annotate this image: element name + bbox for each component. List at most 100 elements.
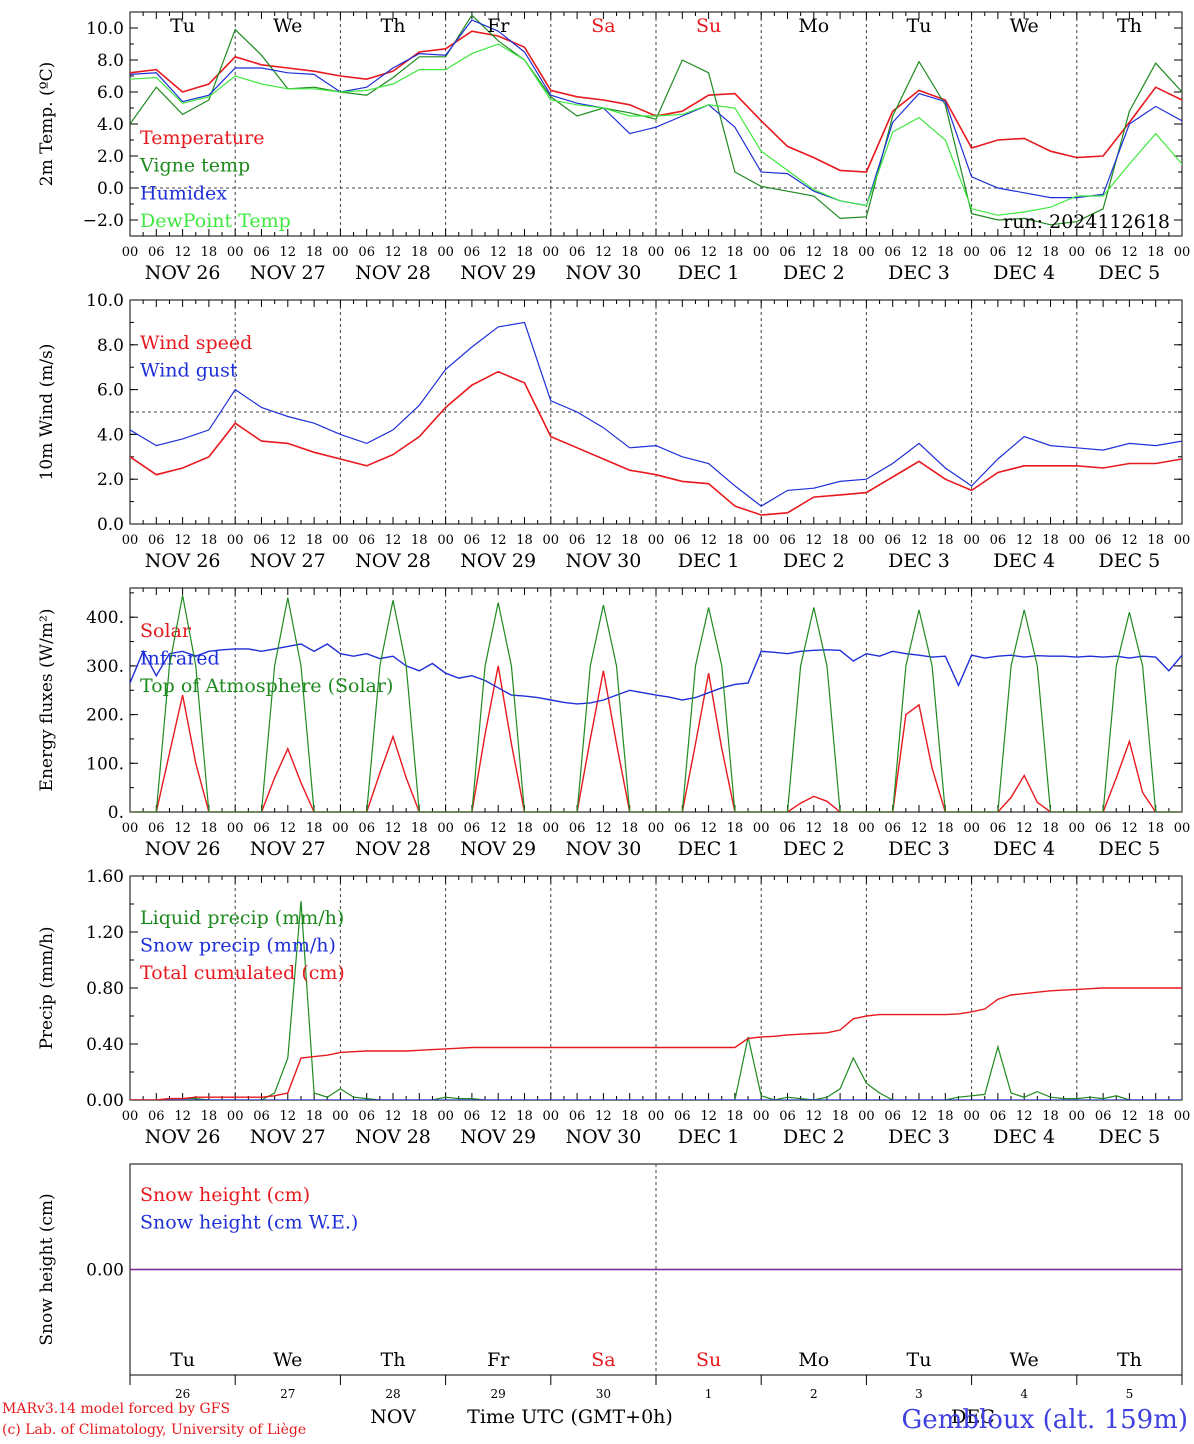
hour-tick-label: 12 — [595, 533, 612, 548]
weekday-label: Mo — [798, 1349, 829, 1371]
hour-tick-label: 18 — [516, 533, 533, 548]
hour-tick-label: 00 — [332, 533, 349, 548]
hour-tick-label: 18 — [516, 1109, 533, 1124]
hour-tick-label: 06 — [990, 821, 1007, 836]
hour-tick-label: 06 — [990, 1109, 1007, 1124]
hour-tick-label: 12 — [1121, 533, 1138, 548]
hour-tick-label: 00 — [963, 533, 980, 548]
hour-tick-label: 18 — [832, 821, 849, 836]
run-annotation: run: 2024112618 — [1003, 211, 1170, 233]
date-label: DEC 1 — [678, 1126, 740, 1148]
date-label: DEC 3 — [888, 1126, 950, 1148]
weekday-label: Su — [696, 1349, 721, 1371]
date-label: DEC 4 — [993, 1126, 1055, 1148]
hour-tick-label: 06 — [253, 245, 270, 260]
hour-tick-label: 12 — [1016, 245, 1033, 260]
hour-tick-label: 06 — [148, 1109, 165, 1124]
date-label: NOV 30 — [565, 1126, 641, 1148]
y-tick-label: 2.0 — [97, 147, 124, 167]
y-tick-label: −2.0 — [83, 211, 124, 231]
y-tick-label: 8.0 — [97, 51, 124, 71]
weekday-label: Sa — [591, 15, 615, 37]
hour-tick-label: 18 — [411, 533, 428, 548]
hour-tick-label: 18 — [201, 1109, 218, 1124]
legend-entry: Solar — [140, 620, 192, 642]
hour-tick-label: 18 — [411, 821, 428, 836]
panel-energy: 400. 300. 200. 100. 0. Energy fluxes (W/m²) So… — [37, 587, 1190, 860]
date-label: NOV 30 — [565, 262, 641, 284]
hour-tick-label: 06 — [990, 533, 1007, 548]
hour-tick-label: 00 — [437, 533, 454, 548]
hour-tick-label: 12 — [174, 245, 191, 260]
hour-tick-label: 00 — [332, 245, 349, 260]
series-line-wind-speed — [130, 370, 1182, 516]
y-tick-label: 0.00 — [86, 1261, 124, 1281]
date-label: DEC 1 — [678, 838, 740, 860]
y-axis-label: Snow height (cm) — [37, 1193, 57, 1345]
hour-tick-label: 18 — [937, 245, 954, 260]
y-tick-label: 0.0 — [97, 179, 124, 199]
hour-tick-label: 00 — [753, 245, 770, 260]
date-label: DEC 5 — [1099, 838, 1161, 860]
hour-tick-label: 06 — [358, 1109, 375, 1124]
y-tick-label: 4.0 — [97, 425, 124, 445]
month-label-nov: NOV — [370, 1406, 416, 1428]
hour-tick-label: 12 — [174, 1109, 191, 1124]
hour-tick-label: 12 — [385, 533, 402, 548]
y-tick-label: 4.0 — [97, 115, 124, 135]
hour-tick-label: 18 — [727, 245, 744, 260]
hour-tick-label: 12 — [385, 1109, 402, 1124]
y-tick-label: 6.0 — [97, 381, 124, 401]
hour-tick-label: 00 — [543, 245, 560, 260]
hour-tick-label: 18 — [1147, 821, 1164, 836]
weekday-label: We — [1010, 15, 1039, 37]
hour-tick-label: 00 — [858, 533, 875, 548]
hour-tick-label: 12 — [806, 533, 823, 548]
date-label: NOV 29 — [460, 838, 536, 860]
hour-tick-label: 06 — [358, 245, 375, 260]
hour-tick-label: 12 — [806, 821, 823, 836]
hour-tick-label: 12 — [1016, 533, 1033, 548]
hour-tick-label: 00 — [648, 821, 665, 836]
date-label: NOV 30 — [565, 838, 641, 860]
hour-tick-label: 18 — [727, 533, 744, 548]
legend-entry: Infrared — [140, 648, 220, 670]
hour-tick-label: 06 — [779, 821, 796, 836]
hour-tick-label: 00 — [858, 245, 875, 260]
hour-tick-label: 12 — [595, 245, 612, 260]
hour-tick-label: 18 — [306, 821, 323, 836]
y-axis-label: 2m Temp. (ºC) — [37, 62, 57, 187]
hour-tick-label: 00 — [753, 821, 770, 836]
y-tick-label: 0.0 — [97, 515, 124, 535]
weekday-label: Sa — [591, 1349, 615, 1371]
hour-tick-label: 18 — [1042, 245, 1059, 260]
hour-tick-label: 18 — [621, 1109, 638, 1124]
date-label: DEC 3 — [888, 550, 950, 572]
day-number-label: 30 — [596, 1387, 611, 1401]
legend-entry: Wind gust — [140, 360, 238, 382]
hour-tick-label: 00 — [1069, 245, 1086, 260]
hour-tick-label: 06 — [779, 245, 796, 260]
hour-tick-label: 18 — [1147, 245, 1164, 260]
hour-tick-label: 00 — [122, 1109, 139, 1124]
date-label: DEC 2 — [783, 1126, 845, 1148]
hour-tick-label: 06 — [253, 533, 270, 548]
hour-tick-label: 00 — [122, 821, 139, 836]
y-tick-label: 0.00 — [86, 1091, 124, 1111]
date-label: NOV 27 — [250, 550, 326, 572]
day-number-label: 26 — [175, 1387, 190, 1401]
hour-tick-label: 18 — [727, 1109, 744, 1124]
hour-tick-label: 06 — [884, 1109, 901, 1124]
hour-tick-label: 00 — [858, 821, 875, 836]
date-label: NOV 26 — [145, 838, 221, 860]
hour-tick-label: 00 — [332, 821, 349, 836]
y-tick-label: 2.0 — [97, 470, 124, 490]
hour-tick-label: 12 — [280, 1109, 297, 1124]
hour-tick-label: 06 — [674, 821, 691, 836]
date-label: DEC 5 — [1099, 550, 1161, 572]
hour-tick-label: 12 — [385, 245, 402, 260]
hour-tick-label: 18 — [832, 1109, 849, 1124]
day-number-label: 29 — [491, 1387, 506, 1401]
weekday-label: Tu — [170, 1349, 195, 1371]
